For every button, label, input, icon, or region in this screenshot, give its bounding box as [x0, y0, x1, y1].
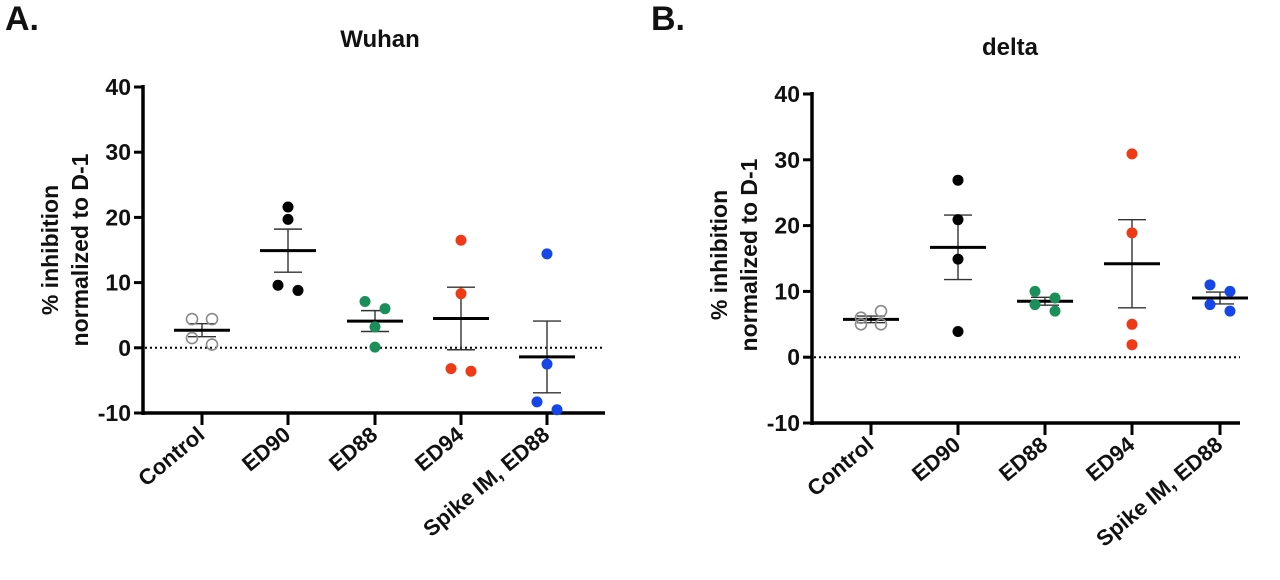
- data-point: [1126, 148, 1138, 160]
- data-point: [551, 404, 563, 416]
- data-point: [292, 284, 304, 296]
- y-tick-label: 10: [105, 270, 131, 296]
- data-point: [854, 311, 868, 325]
- data-point: [185, 331, 199, 345]
- x-tick-label: Control: [802, 432, 878, 501]
- data-point: [531, 396, 543, 408]
- data-point: [272, 279, 284, 291]
- data-point: [455, 288, 467, 300]
- data-point: [369, 321, 381, 333]
- y-tick-label: -10: [767, 410, 800, 436]
- x-tick-label: ED88: [324, 422, 382, 477]
- data-point: [952, 326, 964, 338]
- data-point: [1224, 285, 1236, 297]
- x-tick-label: Control: [133, 422, 209, 491]
- data-point: [952, 214, 964, 226]
- data-point: [369, 341, 381, 353]
- y-tick-label: 30: [105, 139, 131, 165]
- y-tick-label: 40: [105, 74, 131, 100]
- x-tick-label: ED90: [907, 432, 965, 487]
- y-axis-label-line: % inhibition: [706, 190, 732, 320]
- y-tick-label: 0: [787, 344, 800, 370]
- y-tick-label: 30: [774, 147, 800, 173]
- data-point: [1029, 299, 1041, 311]
- x-tick-label: ED94: [1081, 431, 1140, 486]
- chart-title: Wuhan: [340, 26, 420, 53]
- x-tick-label: ED88: [994, 432, 1052, 487]
- y-tick-label: -10: [98, 400, 131, 426]
- data-point: [1126, 339, 1138, 351]
- x-tick-label: ED94: [410, 421, 469, 476]
- data-point: [379, 303, 391, 315]
- y-tick-label: 20: [774, 213, 800, 239]
- panel-b: B. delta % inhibition normalized to D-1 -10 0…: [651, 0, 1248, 551]
- data-point: [445, 363, 457, 375]
- data-point: [952, 174, 964, 186]
- data-point: [205, 338, 219, 351]
- data-point: [874, 304, 888, 318]
- y-tick-label: 20: [105, 204, 131, 230]
- data-point: [282, 201, 294, 213]
- panel-a: A. Wuhan % inhibition normalized to D-1 -10 0…: [5, 0, 605, 541]
- data-point: [1204, 299, 1216, 311]
- y-axis-label-line: normalized to D-1: [736, 158, 762, 351]
- data-point: [952, 253, 964, 265]
- data-point: [359, 296, 371, 308]
- y-axis-label: % inhibition normalized to D-1: [37, 153, 93, 346]
- y-tick-label: 40: [774, 81, 800, 107]
- data-point: [1049, 305, 1061, 317]
- data-point: [1029, 285, 1041, 297]
- data-point: [465, 365, 477, 377]
- data-point: [455, 234, 467, 246]
- data-point: [185, 312, 199, 326]
- data-point: [1204, 279, 1216, 291]
- y-tick-label: 0: [118, 335, 131, 361]
- data-point: [541, 358, 553, 370]
- panel-label: A.: [5, 0, 39, 38]
- data-point: [1126, 227, 1138, 239]
- chart-title: delta: [982, 34, 1039, 61]
- data-point: [1126, 318, 1138, 330]
- data-point: [854, 317, 868, 331]
- x-tick-label: ED90: [237, 422, 295, 477]
- y-axis-label-line: % inhibition: [37, 185, 63, 315]
- panel-label: B.: [651, 0, 685, 38]
- data-point: [541, 248, 553, 260]
- data-point: [282, 213, 294, 225]
- y-axis-label: % inhibition normalized to D-1: [706, 158, 762, 351]
- data-point: [1224, 305, 1236, 317]
- y-axis-label-line: normalized to D-1: [67, 153, 93, 346]
- data-point: [874, 317, 888, 331]
- data-point: [205, 312, 219, 326]
- data-point: [1049, 292, 1061, 304]
- y-tick-label: 10: [774, 278, 800, 304]
